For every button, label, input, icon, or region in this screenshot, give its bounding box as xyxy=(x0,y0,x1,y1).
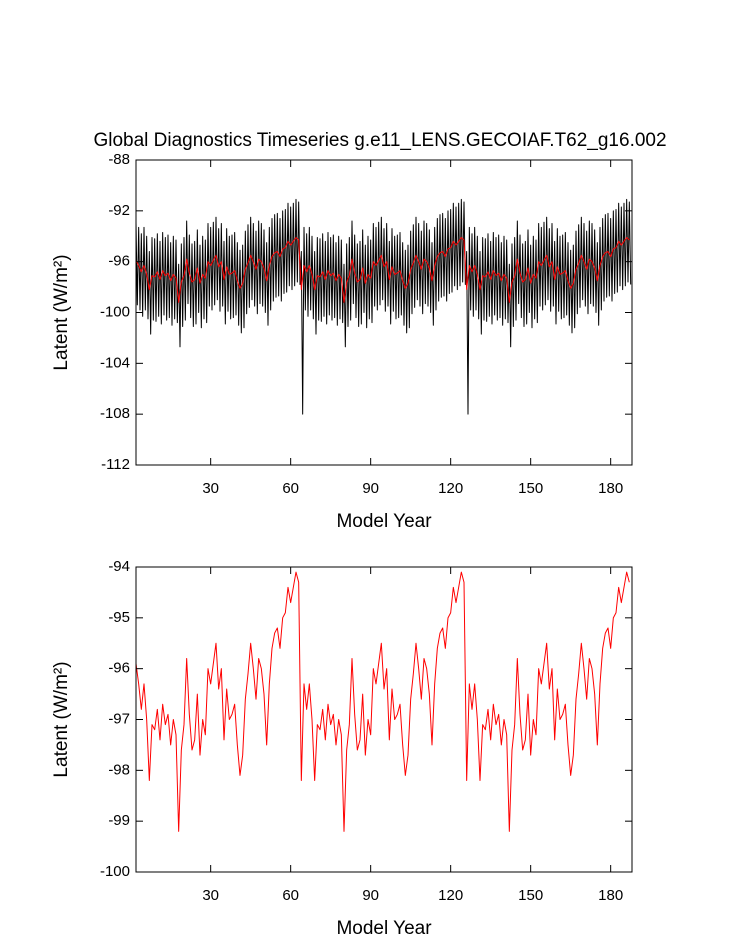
y-tick-label: -98 xyxy=(108,761,130,778)
x-axis-label: Model Year xyxy=(336,511,432,532)
x-tick-label: 120 xyxy=(438,887,463,904)
y-tick-label: -97 xyxy=(108,710,130,727)
y-tick-label: -96 xyxy=(108,660,130,677)
y-tick-label: -92 xyxy=(108,202,130,219)
y-tick-label: -112 xyxy=(101,456,130,473)
x-tick-label: 30 xyxy=(202,480,219,497)
plot-frame xyxy=(135,566,633,873)
y-tick-label: -108 xyxy=(100,405,130,422)
x-tick-label: 150 xyxy=(518,887,543,904)
series-line xyxy=(136,198,632,415)
series-line xyxy=(136,237,630,303)
series-line xyxy=(136,571,630,832)
y-axis-label: Latent (W/m²) xyxy=(51,254,72,370)
x-axis-label: Model Year xyxy=(336,918,432,939)
y-tick-label: -99 xyxy=(108,812,130,829)
x-tick-label: 30 xyxy=(202,887,219,904)
y-tick-label: -100 xyxy=(100,303,130,320)
x-tick-label: 180 xyxy=(598,480,623,497)
x-tick-label: 150 xyxy=(518,480,543,497)
x-tick-label: 90 xyxy=(362,480,379,497)
y-tick-label: -95 xyxy=(108,609,130,626)
y-tick-label: -100 xyxy=(100,863,130,880)
y-tick-label: -94 xyxy=(108,558,130,575)
x-tick-label: 120 xyxy=(438,480,463,497)
chart-title: Global Diagnostics Timeseries g.e11_LENS… xyxy=(93,130,666,151)
x-tick-label: 90 xyxy=(362,887,379,904)
y-tick-label: -88 xyxy=(108,151,130,168)
y-tick-label: -104 xyxy=(100,354,130,371)
y-tick-label: -96 xyxy=(108,253,130,270)
plot-frame xyxy=(135,159,633,466)
x-tick-label: 180 xyxy=(598,887,623,904)
x-tick-label: 60 xyxy=(282,887,299,904)
x-tick-label: 60 xyxy=(282,480,299,497)
y-axis-label: Latent (W/m²) xyxy=(51,661,72,777)
